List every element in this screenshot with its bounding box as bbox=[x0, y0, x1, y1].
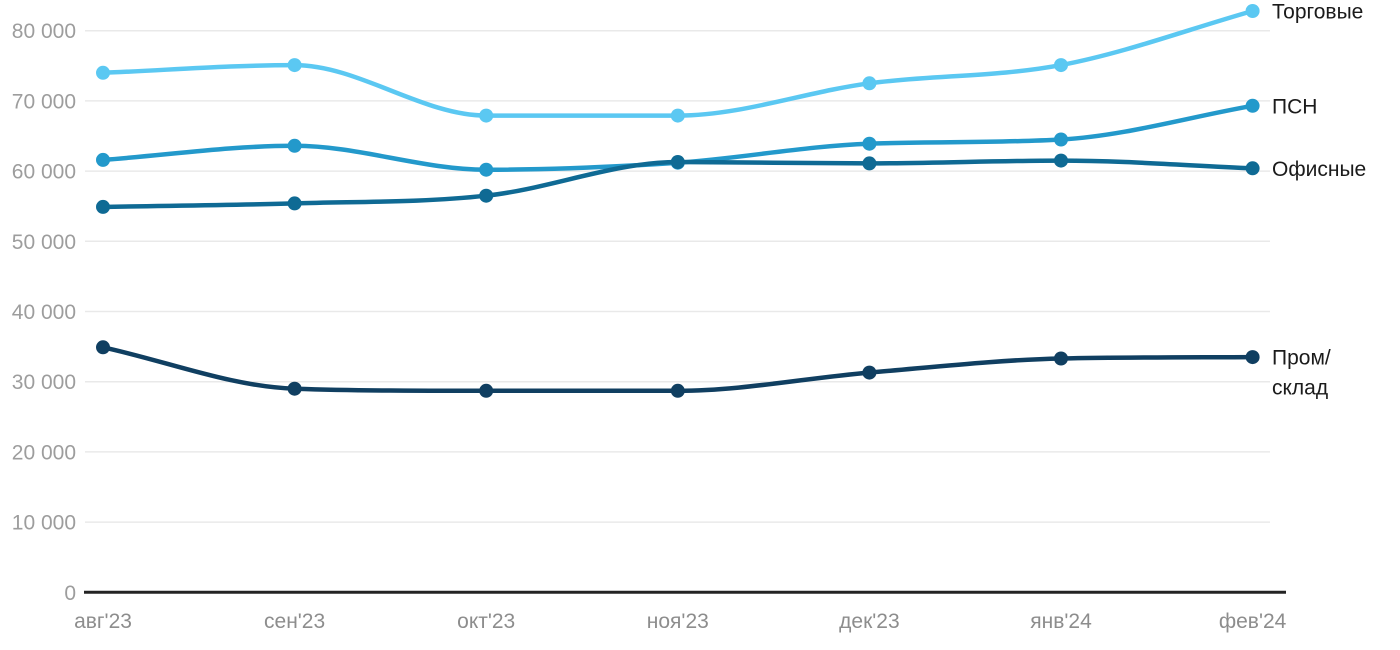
data-point[interactable] bbox=[1245, 350, 1260, 365]
y-tick-label: 20 000 bbox=[12, 441, 76, 464]
data-point[interactable] bbox=[287, 381, 302, 396]
data-point[interactable] bbox=[479, 108, 494, 123]
data-point[interactable] bbox=[670, 108, 685, 123]
y-tick-label: 40 000 bbox=[12, 301, 76, 324]
series-label-line: склад bbox=[1272, 377, 1328, 400]
x-tick-label: авг'23 bbox=[74, 610, 132, 633]
x-tick-label: янв'24 bbox=[1030, 610, 1092, 633]
x-tick-label: окт'23 bbox=[457, 610, 515, 633]
series-line-1 bbox=[100, 8, 1255, 118]
data-point[interactable] bbox=[670, 155, 685, 169]
data-point[interactable] bbox=[287, 58, 302, 73]
series-label-line: Пром/ bbox=[1272, 347, 1331, 370]
data-point[interactable] bbox=[96, 199, 110, 214]
y-tick-label: 0 bbox=[64, 582, 76, 605]
series-label: Пром/склад bbox=[1272, 347, 1331, 400]
data-point[interactable] bbox=[1054, 351, 1068, 366]
data-point[interactable] bbox=[96, 152, 110, 167]
data-point[interactable] bbox=[862, 156, 877, 171]
data-point[interactable] bbox=[1245, 4, 1260, 18]
y-tick-label: 80 000 bbox=[12, 20, 76, 43]
series-label: ПСН bbox=[1272, 95, 1317, 118]
x-tick-label: сен'23 bbox=[264, 610, 325, 633]
data-point[interactable] bbox=[1054, 132, 1068, 147]
data-point[interactable] bbox=[96, 65, 110, 80]
x-tick-label: ноя'23 bbox=[647, 610, 709, 633]
y-tick-label: 30 000 bbox=[12, 371, 76, 394]
series-label-line: Торговые bbox=[1272, 1, 1363, 24]
y-tick-label: 70 000 bbox=[12, 90, 76, 113]
y-tick-label: 10 000 bbox=[12, 512, 76, 535]
data-point[interactable] bbox=[1245, 98, 1260, 113]
x-tick-label: фев'24 bbox=[1219, 610, 1287, 633]
data-point[interactable] bbox=[287, 196, 302, 211]
x-tick-label: дек'23 bbox=[839, 610, 900, 633]
data-point[interactable] bbox=[1054, 58, 1068, 73]
series-label-line: ПСН bbox=[1272, 95, 1317, 118]
data-point[interactable] bbox=[862, 76, 877, 91]
y-tick-label: 60 000 bbox=[12, 161, 76, 184]
series-label: Офисные bbox=[1272, 158, 1366, 181]
data-point[interactable] bbox=[479, 383, 494, 398]
data-point[interactable] bbox=[287, 138, 302, 153]
series-label: Торговые bbox=[1272, 1, 1363, 24]
series-label-line: Офисные bbox=[1272, 158, 1366, 181]
data-point[interactable] bbox=[1054, 153, 1068, 168]
data-point[interactable] bbox=[862, 365, 877, 380]
data-point[interactable] bbox=[670, 383, 685, 398]
data-point[interactable] bbox=[862, 136, 877, 151]
y-tick-label: 50 000 bbox=[12, 231, 76, 254]
data-point[interactable] bbox=[96, 340, 110, 355]
data-point[interactable] bbox=[479, 162, 494, 177]
data-point[interactable] bbox=[1245, 161, 1260, 176]
data-point[interactable] bbox=[479, 188, 494, 203]
